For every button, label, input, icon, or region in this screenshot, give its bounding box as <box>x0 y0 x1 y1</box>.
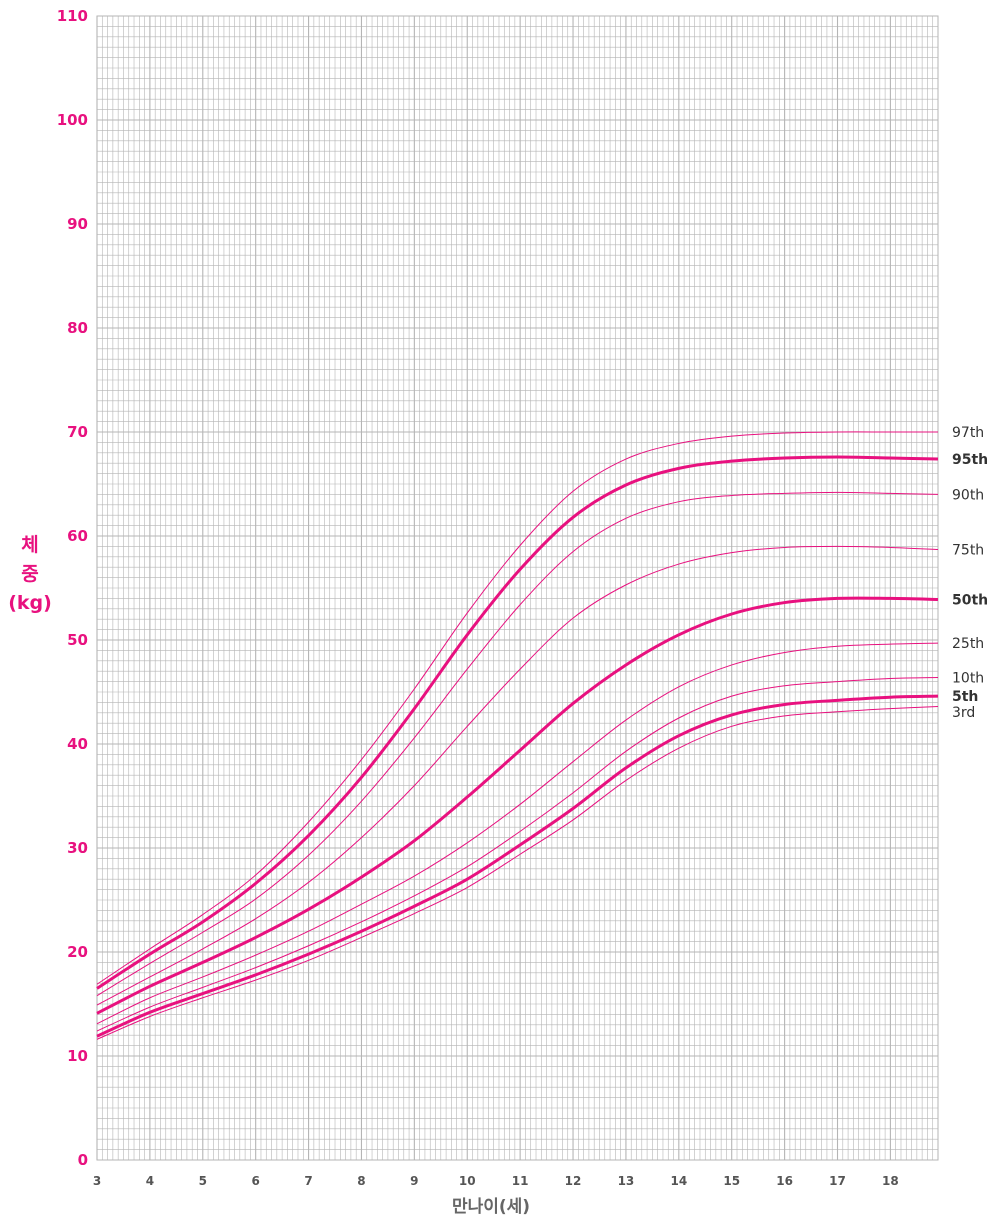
x-tick-label: 15 <box>723 1174 740 1188</box>
x-tick-label: 14 <box>670 1174 687 1188</box>
x-tick-label: 13 <box>618 1174 635 1188</box>
x-tick-label: 18 <box>882 1174 899 1188</box>
x-tick-label: 6 <box>251 1174 259 1188</box>
chart-grid <box>96 15 939 1161</box>
curve-3rd <box>96 706 939 1040</box>
y-tick-label: 80 <box>67 319 88 337</box>
y-tick-label: 20 <box>67 943 88 961</box>
y-axis-label-line-1: 체 <box>21 534 38 556</box>
percentile-label-97th: 97th <box>952 425 984 441</box>
percentile-label-3rd: 3rd <box>952 705 975 721</box>
x-tick-label: 11 <box>512 1174 529 1188</box>
x-tick-label: 16 <box>776 1174 793 1188</box>
y-axis-label-line-3: (kg) <box>8 592 52 614</box>
curve-25th <box>96 642 939 1025</box>
percentile-label-5th: 5th <box>952 689 978 705</box>
percentile-label-90th: 90th <box>952 487 984 503</box>
x-tick-label: 7 <box>304 1174 312 1188</box>
curve-95th <box>96 455 939 990</box>
y-tick-label: 0 <box>78 1151 88 1169</box>
x-tick-label: 17 <box>829 1174 846 1188</box>
y-tick-label: 40 <box>67 735 88 753</box>
curve-75th <box>96 545 939 1006</box>
y-tick-label: 90 <box>67 215 88 233</box>
x-tick-label: 8 <box>357 1174 365 1188</box>
y-axis-ticks: 0 10 20 30 40 50 60 70 80 90 100 110 <box>57 7 88 1169</box>
x-tick-label: 9 <box>410 1174 418 1188</box>
x-tick-label: 4 <box>146 1174 154 1188</box>
y-tick-label: 60 <box>67 527 88 545</box>
curve-5th <box>96 694 939 1038</box>
percentile-label-75th: 75th <box>952 543 984 559</box>
percentile-label-95th: 95th <box>952 452 988 468</box>
y-tick-label: 110 <box>57 7 88 25</box>
y-tick-label: 50 <box>67 631 88 649</box>
y-tick-label: 100 <box>57 111 88 129</box>
curve-90th <box>96 491 939 997</box>
x-tick-label: 10 <box>459 1174 476 1188</box>
percentile-label-10th: 10th <box>952 670 984 686</box>
y-axis-label-line-2: 중 <box>21 563 38 585</box>
percentile-label-50th: 50th <box>952 592 988 608</box>
x-tick-label: 3 <box>93 1174 101 1188</box>
curve-50th <box>96 596 939 1015</box>
x-tick-label: 12 <box>565 1174 582 1188</box>
percentile-curves <box>96 431 939 1040</box>
y-tick-label: 30 <box>67 839 88 857</box>
x-tick-label: 5 <box>199 1174 207 1188</box>
y-tick-label: 70 <box>67 423 88 441</box>
curve-10th <box>96 676 939 1032</box>
x-axis-label: 만나이(세) <box>452 1197 530 1217</box>
x-axis-ticks: 3 4 5 6 7 8 9 10 11 12 13 14 15 16 17 18 <box>93 1174 899 1188</box>
y-tick-label: 10 <box>67 1047 88 1065</box>
percentile-label-25th: 25th <box>952 636 984 652</box>
curve-97th <box>96 431 938 985</box>
